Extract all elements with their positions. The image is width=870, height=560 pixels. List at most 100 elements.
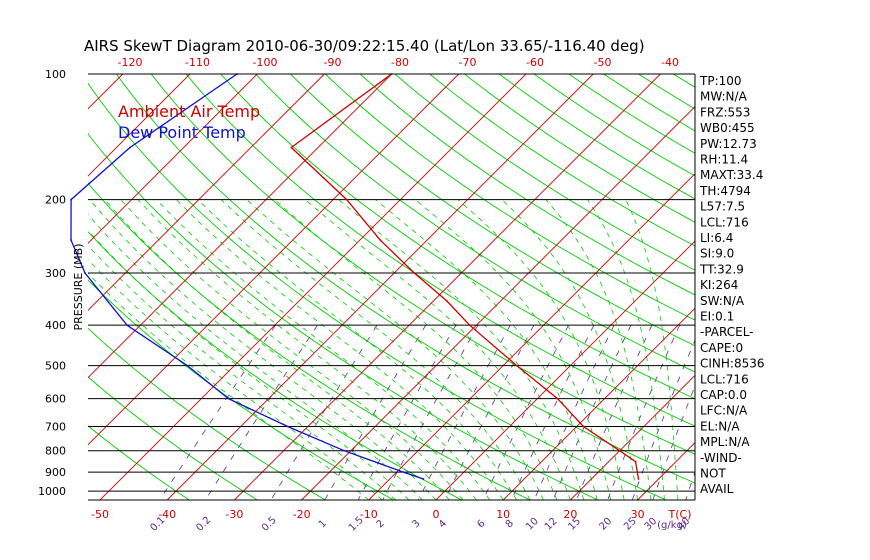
axes: 1002003004005006007008009001000PRESSURE … <box>38 56 696 534</box>
pressure-tick-label: 200 <box>45 194 66 207</box>
y-axis-label: PRESSURE (MB) <box>72 244 85 331</box>
mixing-ratio-line-11 <box>552 325 632 500</box>
isotherm--70 <box>88 74 392 379</box>
pressure-tick-label: 800 <box>45 445 66 458</box>
pressure-tick-label: 1000 <box>38 485 66 498</box>
pressure-tick-label: 400 <box>45 319 66 332</box>
mixing-ratio-line-7 <box>444 325 535 500</box>
bottom-temp-tick-label: -20 <box>293 508 311 521</box>
top-temp-tick-label: -80 <box>391 56 409 69</box>
mixing-ratio-label: 8 <box>504 518 516 530</box>
moist-adiabat-8 <box>156 199 491 500</box>
mixing-ratio-label: 4 <box>437 518 449 530</box>
moist-adiabat--6 <box>88 244 396 500</box>
mixing-ratio-label: 2 <box>375 518 387 530</box>
moist-adiabat-12 <box>197 199 517 500</box>
moist-adiabat-14 <box>220 199 531 500</box>
mixing-ratio-label: 3 <box>410 518 422 530</box>
bottom-temp-tick-label: -40 <box>158 508 176 521</box>
pressure-tick-label: 500 <box>45 360 66 373</box>
data-point-air-7 <box>515 364 518 367</box>
index-line: PW:12.73 <box>700 137 757 151</box>
top-temp-tick-label: -90 <box>324 56 342 69</box>
moist-adiabat-24 <box>375 199 598 500</box>
data-point-dew-11 <box>422 478 425 480</box>
mixing-ratio-label: 0.5 <box>260 515 279 534</box>
moist-adiabat-28 <box>457 199 625 500</box>
index-line: LFC:N/A <box>700 404 748 418</box>
mixing-ratio-line-9 <box>511 325 595 500</box>
isotherm-0 <box>435 240 695 500</box>
index-line: EL:N/A <box>700 419 740 433</box>
bottom-temp-tick-label: 20 <box>563 508 577 521</box>
dry-adiabat--30 <box>88 376 258 500</box>
bottom-temp-tick-label: 0 <box>433 508 440 521</box>
top-temp-tick-label: -60 <box>526 56 544 69</box>
moist-adiabat-18 <box>274 199 558 500</box>
isotherm--80 <box>88 74 325 312</box>
dry-adiabat--20 <box>88 327 326 500</box>
isotherm--10 <box>368 173 695 500</box>
index-line: KI:264 <box>700 278 738 292</box>
data-point-dew-6 <box>186 364 189 367</box>
isotherm--50 <box>99 74 527 500</box>
moist-adiabat--10 <box>88 272 370 500</box>
isotherm--110 <box>88 74 124 110</box>
mixing-ratio-unit: (g/kg) <box>657 520 687 531</box>
data-point-dew-5 <box>126 324 128 327</box>
top-temp-tick-label: -70 <box>459 56 477 69</box>
moist-adiabat--4 <box>88 229 410 500</box>
bottom-temp-tick-label: -50 <box>91 508 109 521</box>
moist-adiabat-30 <box>501 199 638 500</box>
data-point-air-2 <box>345 198 348 201</box>
mixing-ratio-line-0 <box>159 324 276 500</box>
dry-adiabat-110 <box>359 74 695 296</box>
mixing-ratio-line-12 <box>576 325 653 500</box>
top-temp-tick-label: -40 <box>661 56 679 69</box>
data-point-air-6 <box>468 324 471 327</box>
index-line: TT:32.9 <box>699 262 744 276</box>
moist-adiabat--2 <box>88 213 423 500</box>
dry-adiabat-90 <box>290 74 695 347</box>
moist-adiabat-26 <box>415 199 612 500</box>
mixing-ratio-label: 10 <box>524 516 541 533</box>
data-point-dew-8 <box>286 425 289 428</box>
index-line: CINH:8536 <box>700 357 765 371</box>
bottom-temp-tick-label: 30 <box>631 508 645 521</box>
data-point-dew-10 <box>402 471 405 473</box>
index-line: SI:9.0 <box>700 247 734 261</box>
index-line: CAPE:0 <box>700 341 743 355</box>
dry-adiabat-40 <box>116 74 695 484</box>
data-point-dew-2 <box>70 198 72 201</box>
isotherm--60 <box>88 74 460 446</box>
moist-adiabat-36 <box>625 199 679 500</box>
moist-adiabat-16 <box>246 199 544 500</box>
top-temp-tick-label: -110 <box>185 56 210 69</box>
mixing-ratio-line-14 <box>631 339 695 500</box>
isotherm--120 <box>0 74 56 500</box>
index-line: -WIND- <box>700 451 742 465</box>
dry-adiabat-50 <box>150 74 695 455</box>
index-line: WB0:455 <box>700 121 755 135</box>
mixing-ratio-line-2 <box>270 324 378 500</box>
index-line: TH:4794 <box>699 184 751 198</box>
pressure-tick-label: 900 <box>45 466 66 479</box>
mixing-ratio-line-13 <box>607 325 680 500</box>
isotherm--20 <box>301 105 695 500</box>
mixing-ratio-line-1 <box>205 324 318 500</box>
index-line: L57:7.5 <box>700 200 745 214</box>
data-point-air-8 <box>556 397 559 400</box>
pressure-tick-label: 600 <box>45 393 66 406</box>
moist-adiabat-22 <box>338 199 585 500</box>
data-point-air-1 <box>290 146 293 149</box>
index-line: SW:N/A <box>700 294 745 308</box>
top-temp-tick-label: -100 <box>253 56 278 69</box>
dry-adiabat-20 <box>88 133 599 500</box>
index-line: MPL:N/A <box>700 435 750 449</box>
mixing-ratio-label: 0.2 <box>194 515 213 534</box>
index-line: LCL:716 <box>700 372 749 386</box>
chart-title: AIRS SkewT Diagram 2010-06-30/09:22:15.4… <box>84 37 645 55</box>
dry-adiabat-120 <box>394 74 695 271</box>
moist-adiabat--8 <box>88 259 383 500</box>
